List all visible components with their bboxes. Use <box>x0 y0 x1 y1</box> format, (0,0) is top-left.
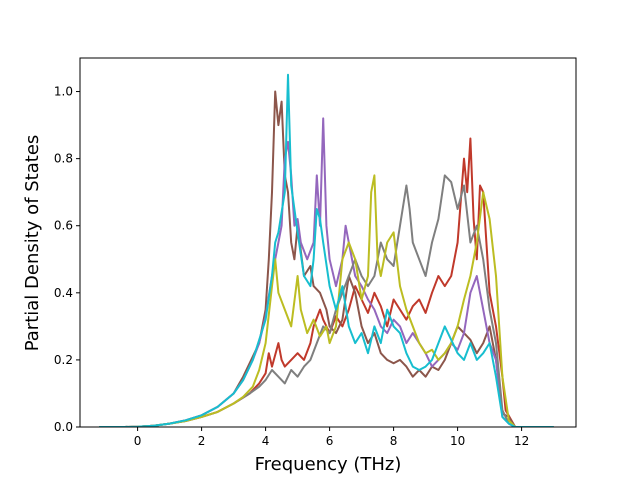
y-tick-label: 0.6 <box>54 219 73 233</box>
x-tick-label: 0 <box>134 434 142 448</box>
x-tick-label: 8 <box>390 434 398 448</box>
y-axis-label: Partial Density of States <box>22 135 43 352</box>
x-axis-label: Frequency (THz) <box>255 454 402 475</box>
y-tick-label: 1.0 <box>54 85 73 99</box>
y-tick-label: 0.8 <box>54 152 73 166</box>
series-layer <box>99 73 554 427</box>
x-axis-ticks: 0 2 4 6 8 10 12 <box>134 427 529 448</box>
series-line-5 <box>99 174 554 427</box>
y-axis-ticks: 0.0 0.2 0.4 0.6 0.8 1.0 <box>54 85 80 434</box>
series-line-4 <box>99 174 554 427</box>
x-tick-label: 10 <box>450 434 465 448</box>
series-line-6 <box>99 73 554 427</box>
series-line-1 <box>99 137 554 427</box>
x-tick-label: 4 <box>262 434 270 448</box>
series-line-2 <box>99 90 554 427</box>
y-tick-label: 0.0 <box>54 420 73 434</box>
plot-frame <box>79 57 577 428</box>
y-tick-label: 0.2 <box>54 353 73 367</box>
x-tick-label: 12 <box>514 434 529 448</box>
y-tick-label: 0.4 <box>54 286 73 300</box>
x-tick-label: 6 <box>326 434 334 448</box>
x-tick-label: 2 <box>198 434 206 448</box>
